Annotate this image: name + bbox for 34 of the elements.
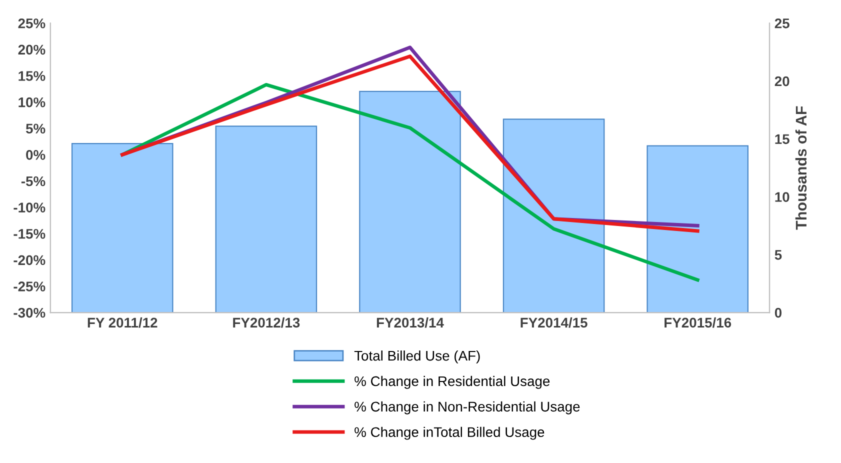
- legend-label: % Change inTotal Billed Usage: [354, 426, 544, 440]
- legend-label: Total Billed Use (AF): [354, 350, 480, 364]
- bar: [359, 90, 461, 313]
- y-tick-label: -10%: [14, 202, 46, 212]
- bar: [502, 118, 605, 313]
- bar: [646, 145, 748, 313]
- y2-tick-label: 15: [775, 134, 790, 144]
- y2-tick-label: 20: [774, 76, 790, 86]
- y2-tick-label: 25: [774, 18, 790, 28]
- y-tick-label: -25%: [14, 282, 46, 292]
- y-tick-label: -5%: [21, 176, 46, 186]
- legend-label: % Change in Residential Usage: [354, 376, 550, 389]
- y-tick-label: 5%: [26, 124, 46, 134]
- bar: [71, 142, 174, 313]
- y2-axis-title: Thousands of AF: [795, 106, 807, 230]
- x-tick-label: FY2014/15: [520, 317, 588, 328]
- x-tick-label: FY2012/13: [233, 317, 300, 328]
- x-tick-label: FY 2011/12: [88, 317, 158, 328]
- y-tick-label: 25%: [18, 18, 46, 28]
- y-tick-label: 10%: [18, 97, 46, 108]
- y-tick-label: -20%: [14, 255, 46, 266]
- y-tick-label: -30%: [14, 308, 46, 318]
- y-tick-label: 0%: [26, 150, 46, 160]
- y-tick-label: -15%: [14, 228, 46, 239]
- y-tick-label: 15%: [18, 71, 46, 81]
- line-series: [120, 82, 700, 282]
- x-tick-label: FY2015/16: [664, 317, 732, 328]
- y-tick-label: 20%: [18, 44, 46, 55]
- legend-label: % Change in Non-Residential Usage: [354, 401, 580, 414]
- bar: [215, 126, 318, 313]
- y2-tick-label: 0: [774, 308, 782, 318]
- y2-tick-label: 5: [774, 250, 782, 260]
- y2-tick-label: 10: [775, 192, 790, 202]
- x-tick-label: FY2013/14: [376, 317, 444, 328]
